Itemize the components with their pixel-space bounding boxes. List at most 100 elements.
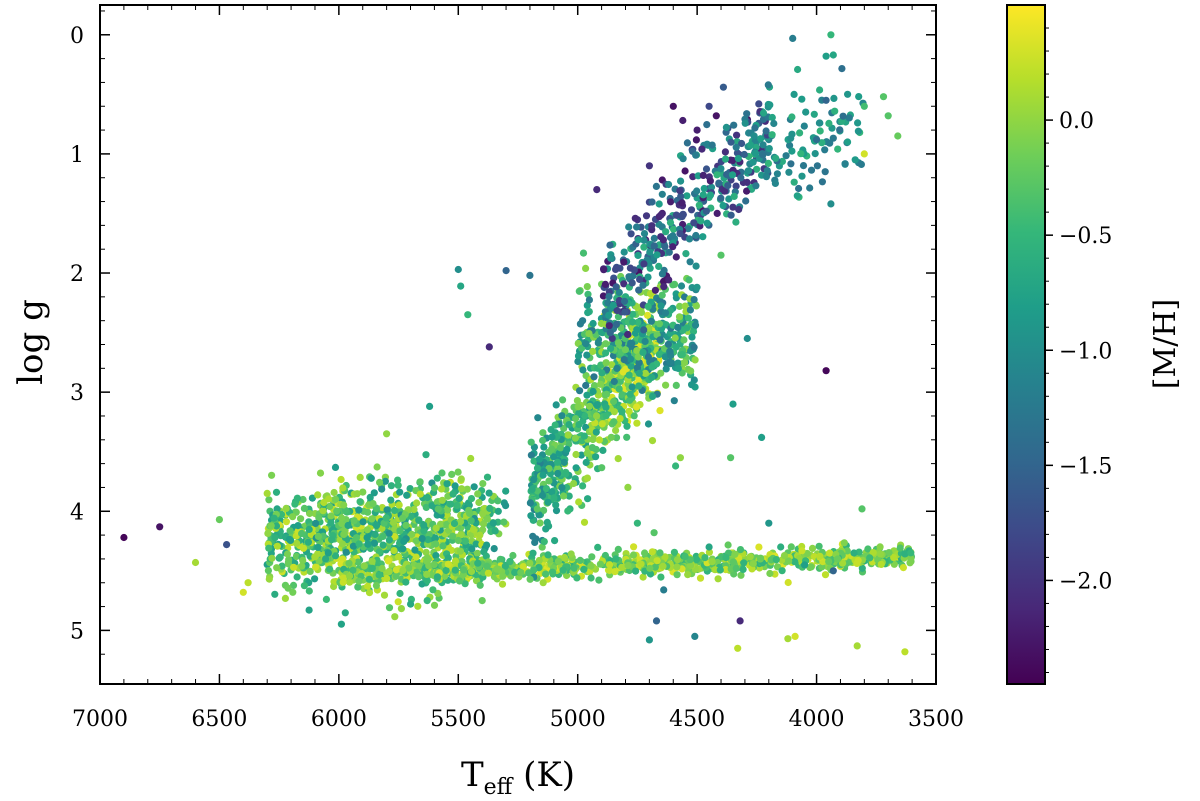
data-point: [660, 586, 668, 594]
data-point: [464, 311, 472, 319]
data-point: [322, 555, 330, 563]
data-point: [608, 361, 616, 369]
data-point: [853, 559, 861, 568]
data-point: [604, 373, 613, 381]
data-point: [467, 567, 476, 576]
data-point: [631, 214, 639, 222]
data-point: [438, 469, 446, 477]
data-point: [356, 498, 364, 506]
data-point: [562, 470, 570, 478]
data-point: [858, 564, 866, 572]
data-point: [564, 507, 572, 515]
data-point: [818, 139, 826, 147]
data-point: [580, 412, 589, 420]
data-point: [284, 584, 292, 592]
data-point: [284, 560, 293, 568]
data-point: [306, 567, 314, 576]
data-point: [455, 577, 464, 585]
data-point: [342, 548, 350, 556]
data-point: [672, 253, 680, 261]
data-point: [700, 184, 708, 193]
data-point: [346, 572, 354, 580]
data-point: [688, 381, 696, 389]
data-point: [470, 483, 478, 491]
data-point: [782, 152, 790, 160]
data-point: [530, 476, 538, 484]
data-point: [644, 420, 653, 428]
data-point: [542, 485, 551, 493]
data-point: [533, 464, 542, 472]
data-point: [451, 566, 459, 574]
data-point: [379, 541, 387, 549]
data-point: [724, 541, 732, 549]
data-point: [389, 519, 398, 527]
colorbar-label: [M/H]: [1148, 299, 1183, 389]
data-point: [423, 570, 431, 579]
data-point: [656, 407, 664, 415]
data-point: [612, 434, 621, 442]
data-point: [839, 112, 847, 120]
data-point: [587, 562, 595, 570]
data-point: [314, 532, 322, 541]
data-point: [826, 549, 834, 557]
data-point: [633, 364, 642, 372]
data-point: [838, 65, 846, 73]
data-point: [677, 282, 686, 290]
data-point: [636, 275, 644, 283]
data-point: [574, 403, 582, 411]
data-point: [611, 568, 619, 576]
data-point: [583, 474, 592, 482]
data-point: [724, 182, 732, 190]
data-point: [372, 582, 380, 590]
data-point: [463, 485, 471, 493]
data-point: [765, 519, 773, 527]
data-point: [271, 534, 279, 542]
data-point: [277, 510, 286, 519]
data-point: [286, 527, 294, 535]
data-point: [265, 544, 273, 552]
data-point: [554, 557, 563, 565]
data-point: [378, 564, 386, 573]
data-point: [385, 604, 394, 612]
data-point: [606, 241, 614, 249]
data-point: [438, 496, 446, 504]
data-point: [365, 575, 373, 583]
data-point: [625, 273, 633, 281]
data-point: [751, 124, 759, 132]
data-point: [678, 350, 687, 359]
data-point: [355, 506, 363, 514]
data-point: [658, 190, 666, 198]
data-point: [589, 319, 597, 328]
data-point: [625, 223, 633, 231]
data-point: [469, 525, 477, 534]
data-point: [215, 516, 223, 524]
data-point: [827, 200, 835, 208]
data-point: [705, 543, 713, 551]
data-point: [685, 276, 693, 284]
data-point: [822, 52, 830, 60]
data-point: [737, 571, 745, 579]
data-point: [695, 201, 703, 209]
data-point: [825, 557, 833, 566]
data-point: [443, 511, 451, 519]
data-point: [375, 571, 383, 579]
data-point: [529, 532, 537, 540]
data-point: [767, 556, 775, 564]
y-axis-label: log g: [11, 299, 51, 385]
data-point: [596, 560, 605, 568]
data-point: [711, 566, 719, 574]
data-point: [655, 320, 664, 328]
data-point: [674, 323, 682, 331]
data-point: [623, 433, 631, 441]
data-point: [777, 543, 785, 551]
data-point: [749, 560, 757, 568]
data-point: [600, 266, 608, 274]
data-point: [333, 507, 341, 515]
data-point: [485, 489, 493, 497]
data-point: [474, 490, 482, 498]
data-point: [282, 518, 290, 526]
data-point: [345, 559, 353, 567]
data-point: [730, 121, 738, 129]
data-point: [759, 151, 767, 159]
